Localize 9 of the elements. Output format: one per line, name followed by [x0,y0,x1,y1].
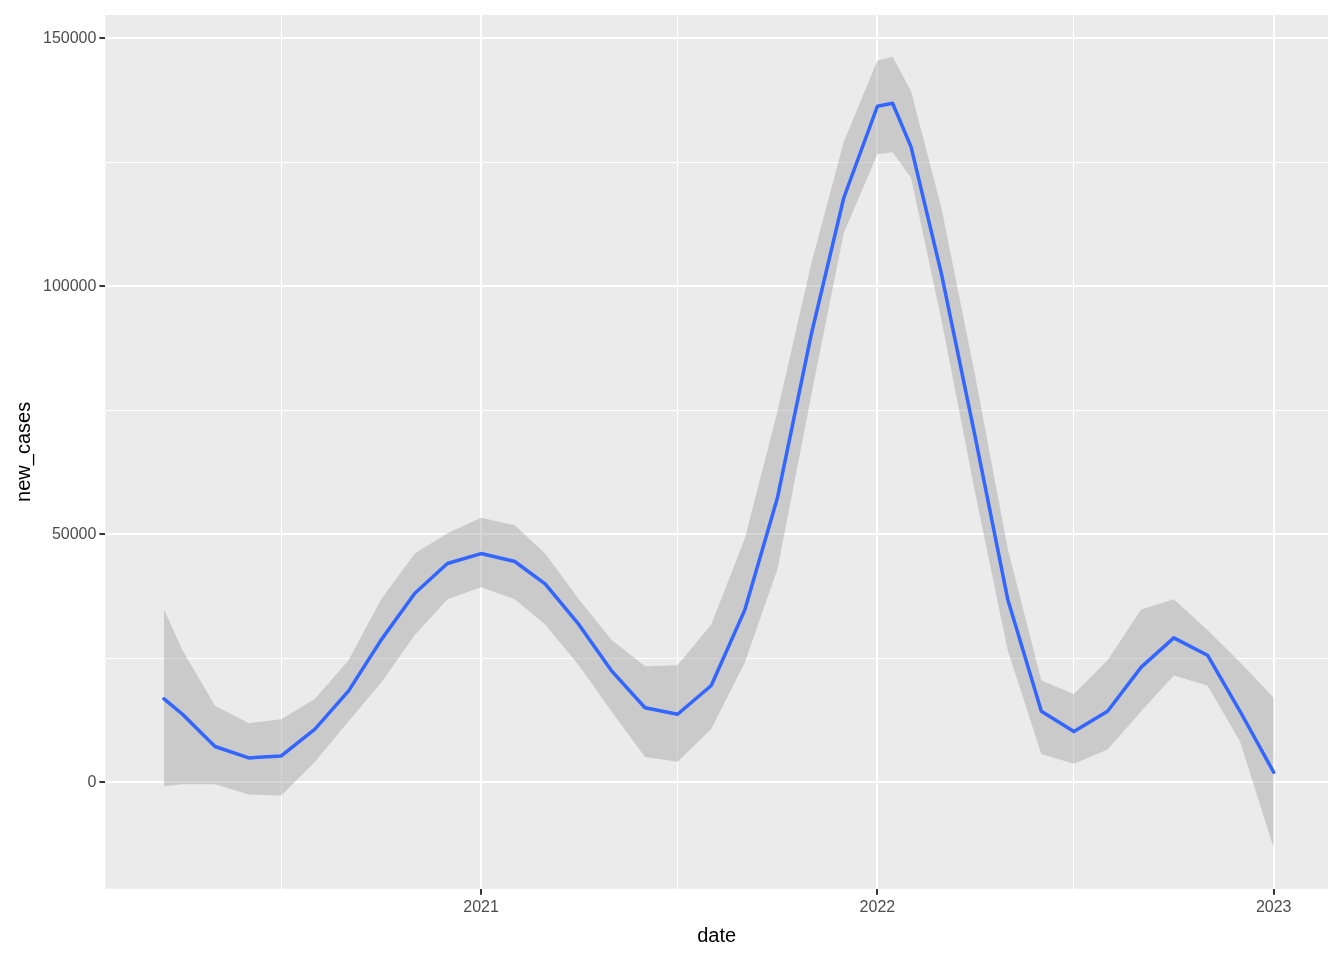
y-tick-label: 150000 [43,28,97,46]
x-tick-label: 2023 [1255,897,1292,915]
y-axis-title: new_cases [11,401,35,502]
y-tick-label: 0 [87,772,97,790]
x-tick-label: 2022 [859,897,896,915]
x-tick-label: 2021 [463,897,499,915]
y-tick-label: 100000 [43,276,97,294]
y-tick-label: 50000 [51,524,97,542]
x-axis-title: date [697,923,737,946]
